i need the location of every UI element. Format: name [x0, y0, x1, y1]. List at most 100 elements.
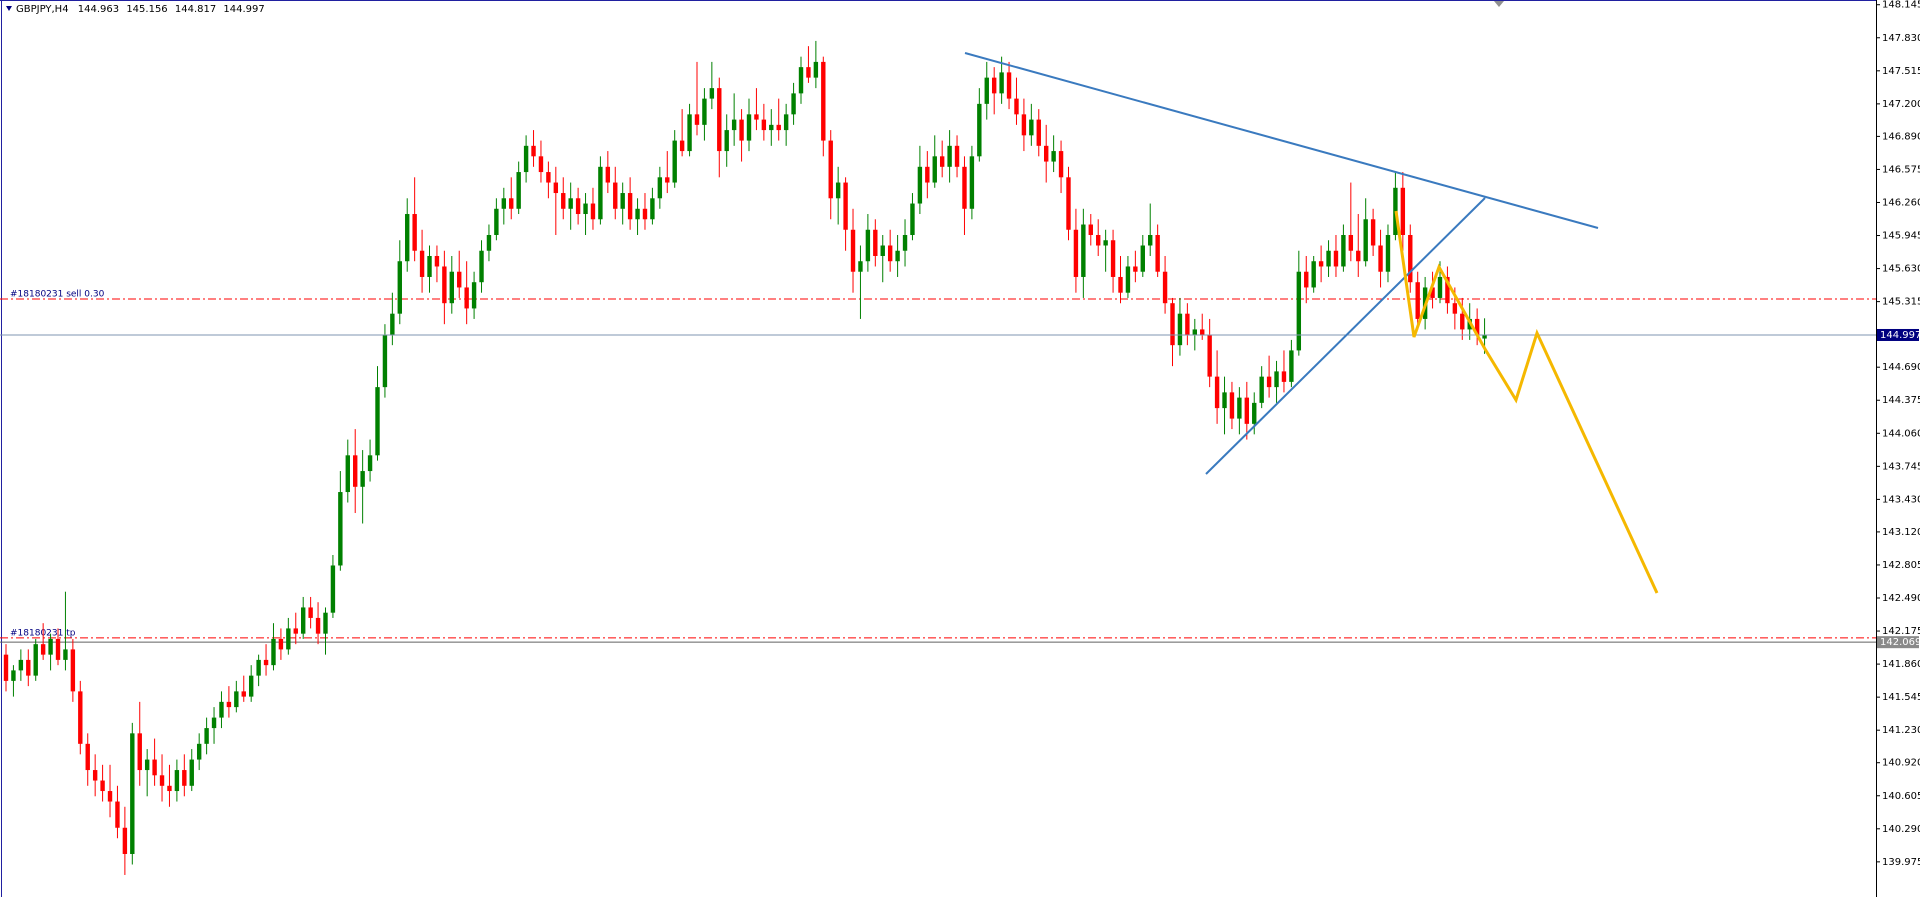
close-price: 144.997 [223, 4, 264, 15]
shift-marker[interactable] [1494, 1, 1504, 7]
candle-body [806, 67, 811, 78]
candle-body [1296, 271, 1302, 351]
candle-body [1370, 219, 1376, 246]
candle-body [791, 93, 796, 115]
candle-body [382, 334, 388, 388]
candle-body [1185, 313, 1190, 335]
candle-body [174, 770, 180, 792]
candle-body [122, 827, 128, 854]
candle-body [665, 177, 670, 183]
y-tick-label: 145.945 [1882, 231, 1920, 242]
candle-body [1058, 151, 1064, 178]
candle-body [92, 770, 98, 781]
candle-body [813, 61, 819, 78]
bid-label-box [1877, 328, 1919, 341]
candle-body [353, 455, 358, 487]
candle-body [204, 728, 209, 744]
y-tick-label: 144.690 [1882, 362, 1920, 373]
candle-body [977, 103, 982, 157]
y-tick-label: 147.515 [1882, 66, 1920, 77]
candle-body [11, 670, 16, 681]
candle-body [910, 203, 915, 236]
candle-body [598, 166, 603, 220]
candle-body [1348, 235, 1354, 251]
candle-body [330, 565, 336, 613]
candle-body [219, 701, 224, 718]
candle-body [1229, 392, 1235, 419]
candle-body [1103, 240, 1108, 246]
candle-body [984, 77, 989, 104]
candle-body [895, 250, 900, 262]
candle-body [516, 172, 521, 209]
candle-body [1029, 119, 1034, 136]
candle-body [1482, 334, 1487, 339]
y-tick-label: 143.745 [1882, 461, 1920, 472]
candle-body [1415, 282, 1420, 319]
candle-body [925, 166, 930, 183]
trendline[interactable] [1205, 197, 1486, 475]
trendline[interactable] [964, 52, 1599, 229]
candle-body [1326, 250, 1331, 267]
candle-body [1333, 250, 1339, 267]
candle-body [613, 182, 618, 209]
marks: #18180231 sell 0.30#18180231 tp [0, 40, 1876, 875]
candle-body [1140, 245, 1145, 272]
candle-body [1430, 287, 1435, 298]
y-tick-label: 144.375 [1882, 395, 1920, 406]
candle-body [635, 208, 640, 220]
candle-body [234, 691, 239, 708]
candle-body [754, 114, 759, 120]
candle-body [783, 114, 789, 131]
y-tick-label: 141.230 [1882, 725, 1920, 736]
candle-body [1460, 313, 1465, 330]
candle-body [509, 198, 514, 209]
candle-body [761, 119, 767, 131]
low-price: 144.817 [175, 4, 216, 15]
candle-body [1014, 98, 1019, 115]
candle-body [1304, 271, 1309, 288]
y-tick-label: 139.975 [1882, 857, 1920, 868]
candle-body [709, 88, 715, 99]
candle-body [1081, 224, 1086, 277]
candle-body [850, 229, 856, 272]
candle-body [590, 203, 596, 220]
y-tick-label: 143.430 [1882, 494, 1920, 505]
candle-body [939, 156, 945, 167]
symbol-menu-arrow[interactable] [6, 6, 12, 11]
candle-body [1155, 235, 1160, 272]
candle-body [702, 98, 707, 125]
candle-body [1452, 303, 1458, 314]
candle-body [821, 61, 826, 141]
candle-body [1088, 224, 1093, 236]
candle-body [1036, 119, 1041, 146]
candle-body [18, 659, 24, 671]
candle-body [26, 659, 31, 676]
candle-body [561, 193, 566, 209]
candle-body [248, 675, 254, 697]
candle-body [1148, 235, 1153, 246]
candle-body [1006, 72, 1012, 99]
candle-body [345, 455, 350, 493]
candle-body [397, 261, 402, 314]
y-tick-label: 143.120 [1882, 527, 1920, 538]
candle-body [1244, 397, 1250, 424]
candle-body [271, 638, 276, 666]
candle-body [932, 156, 937, 183]
candle-body [553, 182, 559, 194]
candle-body [1274, 371, 1279, 388]
candle-body [211, 717, 217, 729]
projection-path[interactable] [1394, 210, 1659, 594]
candle-body [843, 182, 848, 230]
candle-body [152, 759, 157, 776]
candle-body [412, 214, 417, 251]
candle-body [427, 255, 432, 277]
drawings [964, 52, 1659, 594]
candle-body [717, 88, 722, 152]
y-tick-label: 147.200 [1882, 99, 1920, 110]
candle-body [1192, 329, 1197, 335]
candle-body [627, 193, 633, 220]
candle-body [672, 140, 677, 183]
